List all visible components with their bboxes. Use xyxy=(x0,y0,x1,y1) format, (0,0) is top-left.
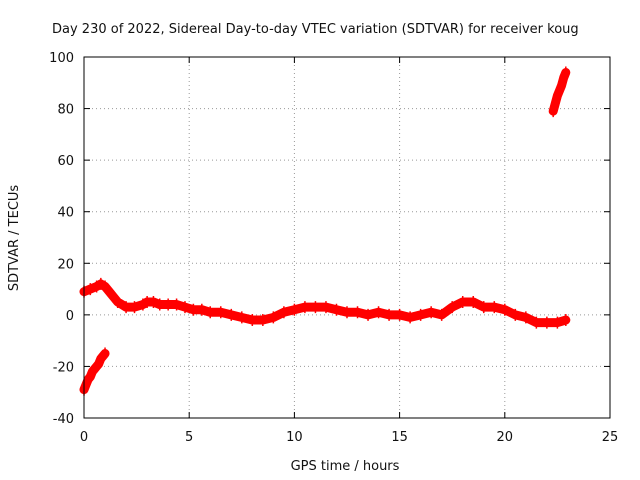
data-point xyxy=(385,308,394,321)
data-point xyxy=(227,308,236,321)
data-point xyxy=(101,347,110,360)
data-point xyxy=(290,303,299,316)
data-point xyxy=(92,280,101,293)
data-point xyxy=(532,316,541,329)
data-point xyxy=(279,306,288,319)
data-point xyxy=(300,301,309,314)
data-point xyxy=(180,301,189,314)
data-point xyxy=(542,316,551,329)
data-point xyxy=(500,303,509,316)
data-point xyxy=(311,301,320,314)
x-tick-label: 10 xyxy=(286,430,303,445)
data-point xyxy=(130,301,139,314)
x-tick-label: 0 xyxy=(80,430,88,445)
data-point xyxy=(321,301,330,314)
data-point xyxy=(86,283,95,296)
data-point xyxy=(364,308,373,321)
data-point xyxy=(479,301,488,314)
data-point xyxy=(353,306,362,319)
data-point xyxy=(206,306,215,319)
data-point xyxy=(374,306,383,319)
data-point xyxy=(105,285,114,298)
data-point xyxy=(96,277,105,290)
data-point xyxy=(113,295,122,308)
x-tick-label: 15 xyxy=(391,430,408,445)
x-tick-label: 25 xyxy=(602,430,619,445)
data-point xyxy=(248,314,257,327)
data-point xyxy=(511,308,520,321)
data-point xyxy=(237,311,246,324)
x-tick-label: 20 xyxy=(497,430,514,445)
series-2 xyxy=(548,66,571,118)
y-tick-label: -40 xyxy=(53,412,74,427)
x-axis-label: GPS time / hours xyxy=(291,459,400,474)
data-point xyxy=(469,295,478,308)
data-point xyxy=(458,295,467,308)
axis-ticks: 0 5 10 15 20 25 -40 -20 0 20 40 60 80 100 xyxy=(49,51,618,445)
y-tick-label: -20 xyxy=(53,360,74,375)
data-point xyxy=(149,295,158,308)
data-point xyxy=(437,308,446,321)
data-point xyxy=(406,311,415,324)
data-point xyxy=(109,290,118,303)
data-point xyxy=(416,308,425,321)
data-point xyxy=(101,280,110,293)
data-point xyxy=(553,316,562,329)
y-tick-label: 100 xyxy=(49,51,74,66)
series-0 xyxy=(79,347,110,396)
x-tick-label: 5 xyxy=(185,430,193,445)
data-point xyxy=(343,306,351,319)
data-point xyxy=(164,298,173,311)
y-tick-label: 80 xyxy=(57,103,74,118)
grid-lines xyxy=(84,57,610,418)
data-point xyxy=(557,79,566,92)
data-point xyxy=(395,308,404,321)
y-tick-label: 60 xyxy=(57,154,74,169)
y-axis-label: SDTVAR / TECUs xyxy=(7,185,22,292)
y-tick-label: 0 xyxy=(66,309,74,324)
y-tick-label: 40 xyxy=(57,206,74,221)
data-point xyxy=(521,311,530,324)
data-point xyxy=(561,314,570,327)
data-point xyxy=(172,298,181,311)
chart-title: Day 230 of 2022, Sidereal Day-to-day VTE… xyxy=(52,22,579,37)
data-point xyxy=(561,66,570,79)
data-point xyxy=(332,303,341,316)
data-point xyxy=(551,97,560,110)
data-point xyxy=(490,301,499,314)
series-1 xyxy=(79,277,571,329)
y-tick-label: 20 xyxy=(57,257,74,272)
data-point xyxy=(197,303,206,316)
data-point xyxy=(155,298,164,311)
data-point xyxy=(427,306,436,319)
data-point xyxy=(138,298,147,311)
data-point xyxy=(549,105,558,118)
data-point xyxy=(258,314,267,327)
data-point xyxy=(122,301,131,314)
plot-frame xyxy=(83,56,611,419)
data-point xyxy=(189,303,198,316)
data-point xyxy=(448,301,457,314)
data-point xyxy=(269,311,278,324)
data-series xyxy=(79,66,571,396)
data-point xyxy=(216,306,225,319)
